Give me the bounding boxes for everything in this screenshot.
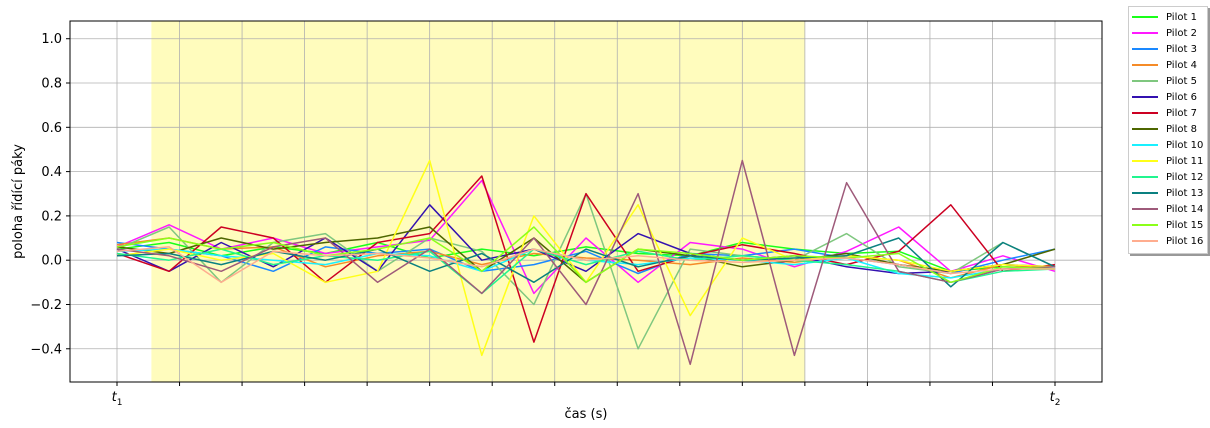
legend-item: Pilot 3 [1129, 41, 1207, 57]
legend-swatch [1132, 224, 1158, 226]
legend-swatch [1132, 112, 1158, 114]
y-tick-label: 0.8 [41, 77, 62, 92]
series-line-pilot-15 [116, 226, 1056, 284]
legend-item: Pilot 11 [1129, 153, 1207, 169]
legend-label: Pilot 6 [1166, 91, 1197, 103]
y-tick-label: 1.0 [41, 32, 62, 47]
legend-item: Pilot 14 [1129, 201, 1207, 217]
legend-label: Pilot 7 [1166, 107, 1197, 119]
legend-swatch [1132, 208, 1158, 210]
legend-label: Pilot 11 [1166, 155, 1204, 167]
x-axis-label: čas (s) [565, 407, 608, 422]
y-axis-label: poloha řídící páky [11, 144, 26, 259]
legend-label: Pilot 12 [1166, 171, 1204, 183]
y-tick-label: −0.4 [30, 342, 62, 357]
x-tick-label: t1 [112, 390, 123, 408]
legend-label: Pilot 8 [1166, 123, 1197, 135]
legend-label: Pilot 1 [1166, 11, 1197, 23]
legend-label: Pilot 4 [1166, 59, 1197, 71]
series-line-pilot-7 [116, 175, 1056, 343]
legend-item: Pilot 1 [1129, 9, 1207, 25]
y-tick-label: 0.0 [41, 254, 62, 269]
legend-item: Pilot 8 [1129, 121, 1207, 137]
legend-label: Pilot 3 [1166, 43, 1197, 55]
legend-swatch [1132, 64, 1158, 66]
legend-label: Pilot 10 [1166, 139, 1204, 151]
legend-swatch [1132, 160, 1158, 162]
axes-frame [69, 20, 1103, 383]
legend-item: Pilot 13 [1129, 185, 1207, 201]
legend-swatch [1132, 128, 1158, 130]
highlight-span [151, 21, 805, 382]
series-line-pilot-14 [116, 159, 1056, 366]
line-chart: −0.4 −0.2 0.0 0.2 0.4 0.6 0.8 1.0 t1 t2 čas (s) pol… [11, 20, 1103, 422]
legend-label: Pilot 2 [1166, 27, 1197, 39]
legend-swatch [1132, 96, 1158, 98]
legend-swatch [1132, 80, 1158, 82]
legend-swatch [1132, 240, 1158, 242]
legend-item: Pilot 16 [1129, 233, 1207, 249]
legend-item: Pilot 6 [1129, 89, 1207, 105]
legend-label: Pilot 16 [1166, 235, 1204, 247]
legend-item: Pilot 5 [1129, 73, 1207, 89]
legend-label: Pilot 15 [1166, 219, 1204, 231]
legend-label: Pilot 5 [1166, 75, 1197, 87]
legend-item: Pilot 15 [1129, 217, 1207, 233]
legend: Pilot 1 Pilot 2 Pilot 3 Pilot 4 Pilot 5 Pilot… [1128, 6, 1208, 254]
y-tick-label: 0.2 [41, 209, 62, 224]
legend-swatch [1132, 176, 1158, 178]
legend-label: Pilot 13 [1166, 187, 1204, 199]
y-tick-label: 0.6 [41, 121, 62, 136]
legend-item: Pilot 12 [1129, 169, 1207, 185]
legend-item: Pilot 4 [1129, 57, 1207, 73]
legend-item: Pilot 2 [1129, 25, 1207, 41]
series-line-pilot-16 [116, 246, 1055, 284]
x-tick-label: t2 [1050, 390, 1061, 408]
y-tick-label: −0.2 [30, 298, 62, 313]
legend-item: Pilot 10 [1129, 137, 1207, 153]
legend-swatch [1132, 48, 1158, 50]
legend-swatch [1132, 16, 1158, 18]
y-tick-label: 0.4 [41, 165, 62, 180]
legend-swatch [1132, 192, 1158, 194]
legend-label: Pilot 14 [1166, 203, 1204, 215]
legend-swatch [1132, 144, 1158, 146]
legend-item: Pilot 7 [1129, 105, 1207, 121]
legend-swatch [1132, 32, 1158, 34]
